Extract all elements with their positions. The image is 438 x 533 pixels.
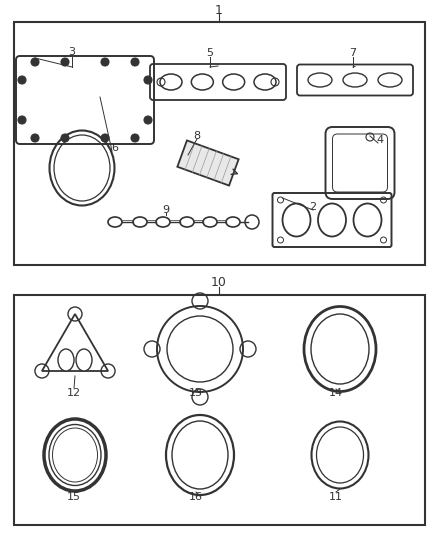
Ellipse shape	[160, 74, 182, 90]
Circle shape	[61, 134, 69, 142]
Circle shape	[144, 116, 152, 124]
Ellipse shape	[58, 349, 74, 371]
Text: 7: 7	[350, 48, 357, 58]
Circle shape	[101, 134, 109, 142]
Text: 2: 2	[309, 202, 317, 212]
Ellipse shape	[283, 204, 311, 237]
Circle shape	[31, 58, 39, 66]
Ellipse shape	[343, 73, 367, 87]
Ellipse shape	[254, 74, 276, 90]
Circle shape	[61, 58, 69, 66]
Text: 6: 6	[112, 143, 119, 153]
Circle shape	[101, 58, 109, 66]
Ellipse shape	[191, 74, 213, 90]
Text: 10: 10	[211, 277, 227, 289]
Text: 12: 12	[67, 388, 81, 398]
Text: 9: 9	[162, 205, 170, 215]
Circle shape	[144, 76, 152, 84]
Text: 4: 4	[376, 135, 384, 145]
Circle shape	[18, 116, 26, 124]
Ellipse shape	[223, 74, 245, 90]
Text: 13: 13	[189, 388, 203, 398]
Text: 15: 15	[67, 492, 81, 502]
Text: 5: 5	[206, 48, 213, 58]
Circle shape	[131, 134, 139, 142]
Text: 16: 16	[189, 492, 203, 502]
Text: 1: 1	[215, 4, 223, 17]
Ellipse shape	[353, 204, 381, 237]
Text: 3: 3	[68, 47, 75, 57]
Ellipse shape	[378, 73, 402, 87]
Circle shape	[131, 58, 139, 66]
Text: 11: 11	[329, 492, 343, 502]
Text: 14: 14	[329, 388, 343, 398]
Polygon shape	[177, 140, 239, 185]
Text: 8: 8	[194, 131, 201, 141]
Circle shape	[31, 134, 39, 142]
Ellipse shape	[76, 349, 92, 371]
Ellipse shape	[308, 73, 332, 87]
Circle shape	[18, 76, 26, 84]
Ellipse shape	[318, 204, 346, 237]
